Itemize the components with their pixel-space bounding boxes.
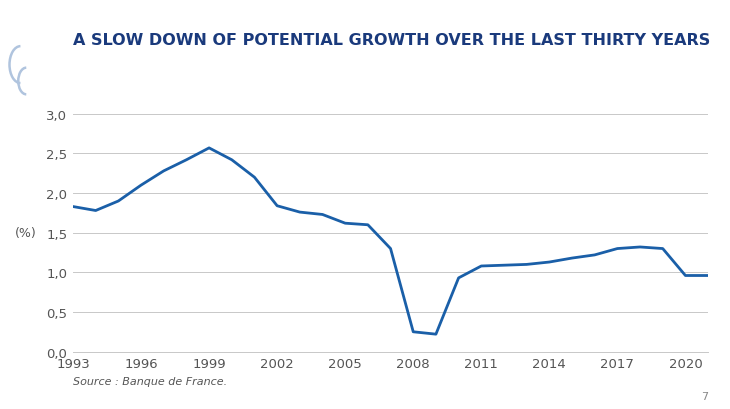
Text: 7: 7	[701, 391, 708, 401]
Text: A SLOW DOWN OF POTENTIAL GROWTH OVER THE LAST THIRTY YEARS: A SLOW DOWN OF POTENTIAL GROWTH OVER THE…	[73, 33, 710, 48]
Text: Source : Banque de France.: Source : Banque de France.	[73, 377, 227, 387]
Y-axis label: (%): (%)	[15, 227, 36, 240]
